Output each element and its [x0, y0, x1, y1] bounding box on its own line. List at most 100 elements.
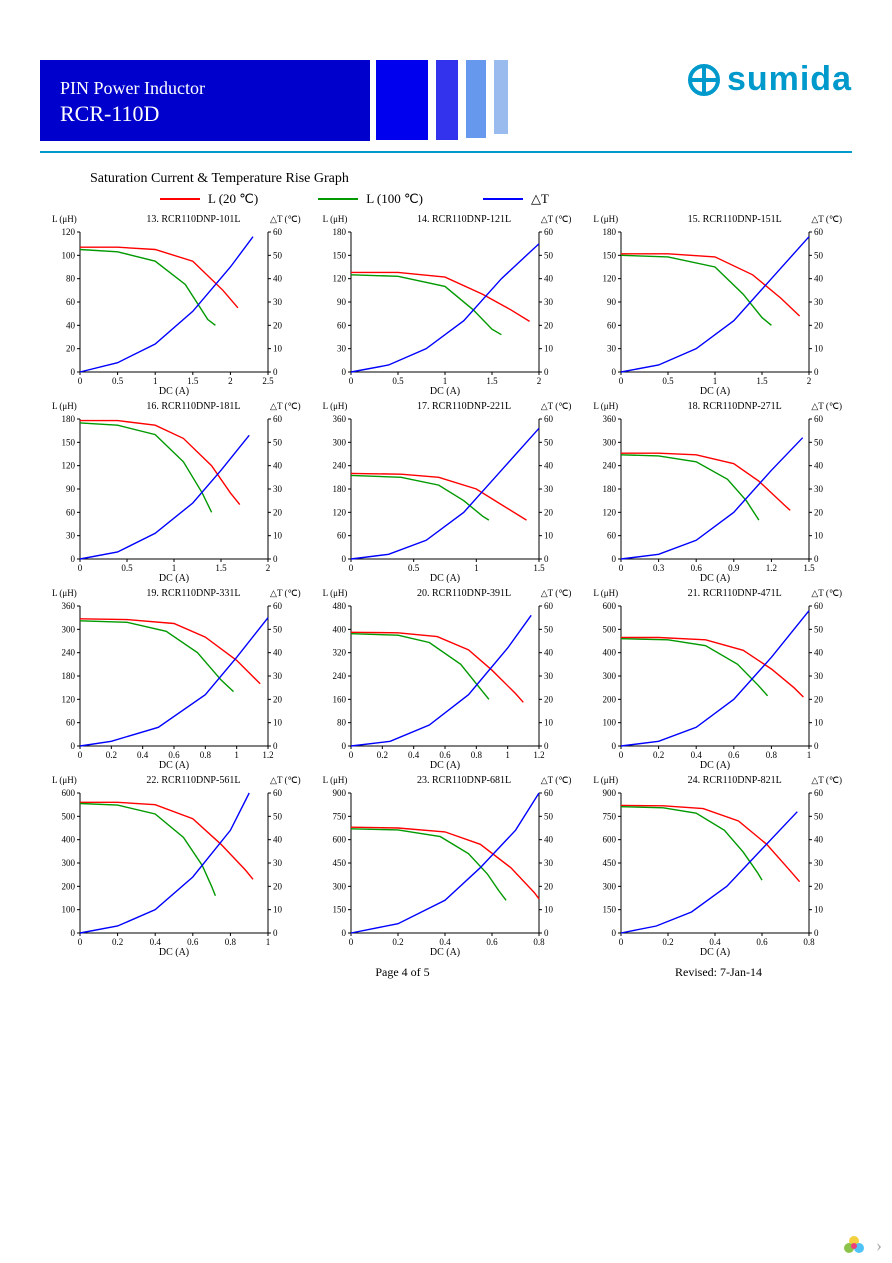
svg-text:20: 20: [544, 320, 554, 330]
svg-text:1.2: 1.2: [533, 750, 544, 760]
svg-text:0.2: 0.2: [653, 750, 664, 760]
y-left-unit: L (μH): [52, 215, 77, 226]
chart-svg: 0306090120150180010203040506000.511.52DC…: [591, 226, 842, 396]
svg-text:30: 30: [814, 858, 824, 868]
svg-text:500: 500: [62, 811, 76, 821]
svg-text:600: 600: [62, 788, 76, 798]
svg-text:240: 240: [603, 461, 617, 471]
svg-text:0: 0: [612, 741, 617, 751]
svg-text:30: 30: [607, 344, 617, 354]
divider: [40, 151, 852, 153]
svg-text:20: 20: [544, 507, 554, 517]
chart-title: 18. RCR110DNP-271L: [688, 402, 782, 412]
chart: L (μH) 17. RCR110DNP-221L △T (℃)06012018…: [321, 402, 572, 585]
svg-text:0.4: 0.4: [150, 937, 162, 947]
y-right-unit: △T (℃): [541, 776, 572, 787]
svg-text:1: 1: [713, 376, 718, 386]
svg-text:60: 60: [66, 718, 76, 728]
svg-text:1: 1: [234, 750, 239, 760]
legend-swatch: [318, 198, 358, 200]
product-type: PIN Power Inductor: [60, 78, 350, 99]
svg-text:20: 20: [544, 694, 554, 704]
svg-text:30: 30: [544, 484, 554, 494]
svg-text:90: 90: [337, 297, 347, 307]
svg-text:1.2: 1.2: [766, 563, 777, 573]
svg-text:DC (A): DC (A): [159, 386, 189, 396]
y-right-unit: △T (℃): [270, 215, 301, 226]
svg-text:20: 20: [273, 320, 283, 330]
svg-text:30: 30: [273, 858, 283, 868]
chevron-right-icon[interactable]: ›: [876, 1235, 882, 1256]
svg-text:90: 90: [607, 297, 617, 307]
svg-text:30: 30: [814, 671, 824, 681]
svg-text:120: 120: [603, 274, 617, 284]
svg-text:40: 40: [814, 274, 824, 284]
svg-text:DC (A): DC (A): [700, 386, 730, 396]
svg-text:30: 30: [544, 858, 554, 868]
decorative-bar: [376, 60, 428, 140]
svg-text:60: 60: [814, 227, 824, 237]
section-title: Saturation Current & Temperature Rise Gr…: [90, 171, 852, 187]
svg-text:40: 40: [273, 648, 283, 658]
svg-text:0: 0: [612, 554, 617, 564]
revised-date: Revised: 7-Jan-14: [675, 965, 762, 980]
svg-text:0: 0: [619, 376, 624, 386]
title-box: PIN Power Inductor RCR-110D: [40, 60, 370, 141]
svg-text:40: 40: [273, 274, 283, 284]
svg-text:0.5: 0.5: [392, 376, 404, 386]
svg-text:60: 60: [66, 297, 76, 307]
y-left-unit: L (μH): [323, 215, 348, 226]
svg-text:30: 30: [544, 297, 554, 307]
svg-text:2: 2: [536, 376, 541, 386]
svg-text:30: 30: [273, 297, 283, 307]
svg-text:0.5: 0.5: [663, 376, 675, 386]
svg-text:0.4: 0.4: [691, 750, 703, 760]
svg-text:0.2: 0.2: [106, 750, 117, 760]
svg-text:1: 1: [153, 376, 158, 386]
svg-text:150: 150: [62, 437, 76, 447]
svg-text:0: 0: [71, 928, 76, 938]
header: PIN Power Inductor RCR-110D sumida: [40, 60, 852, 141]
chart: L (μH) 23. RCR110DNP-681L △T (℃)01503004…: [321, 776, 572, 959]
svg-text:50: 50: [544, 624, 554, 634]
chart: L (μH) 18. RCR110DNP-271L △T (℃)06012018…: [591, 402, 842, 585]
svg-text:480: 480: [332, 601, 346, 611]
svg-text:400: 400: [603, 648, 617, 658]
decorative-bar: [494, 60, 508, 134]
svg-text:750: 750: [603, 811, 617, 821]
svg-text:0: 0: [341, 367, 346, 377]
svg-text:0.4: 0.4: [710, 937, 722, 947]
chart: L (μH) 15. RCR110DNP-151L △T (℃)03060901…: [591, 215, 842, 398]
svg-text:0: 0: [348, 937, 353, 947]
svg-text:0: 0: [619, 750, 624, 760]
legend-swatch: [483, 198, 523, 200]
svg-text:0: 0: [544, 367, 549, 377]
svg-text:120: 120: [62, 227, 76, 237]
svg-text:450: 450: [332, 858, 346, 868]
sumida-logo: sumida: [687, 60, 852, 99]
svg-text:240: 240: [332, 461, 346, 471]
svg-text:300: 300: [62, 624, 76, 634]
svg-text:100: 100: [62, 905, 76, 915]
chart-title: 14. RCR110DNP-121L: [417, 215, 511, 225]
svg-text:120: 120: [332, 507, 346, 517]
svg-text:0.8: 0.8: [470, 750, 482, 760]
svg-text:0: 0: [273, 928, 278, 938]
decorative-bars: [376, 60, 516, 140]
svg-text:240: 240: [332, 671, 346, 681]
svg-text:0.9: 0.9: [729, 563, 741, 573]
svg-text:0: 0: [619, 937, 624, 947]
svg-text:100: 100: [62, 250, 76, 260]
svg-text:10: 10: [273, 718, 283, 728]
svg-text:1: 1: [474, 563, 479, 573]
svg-text:0.3: 0.3: [653, 563, 665, 573]
y-left-unit: L (μH): [52, 402, 77, 413]
svg-text:180: 180: [332, 484, 346, 494]
chart: L (μH) 13. RCR110DNP-101L △T (℃)02040608…: [50, 215, 301, 398]
svg-text:150: 150: [603, 250, 617, 260]
svg-text:0: 0: [273, 367, 278, 377]
page: PIN Power Inductor RCR-110D sumida Satur…: [0, 0, 892, 1263]
svg-text:1: 1: [807, 750, 812, 760]
svg-text:10: 10: [273, 344, 283, 354]
svg-text:200: 200: [62, 881, 76, 891]
